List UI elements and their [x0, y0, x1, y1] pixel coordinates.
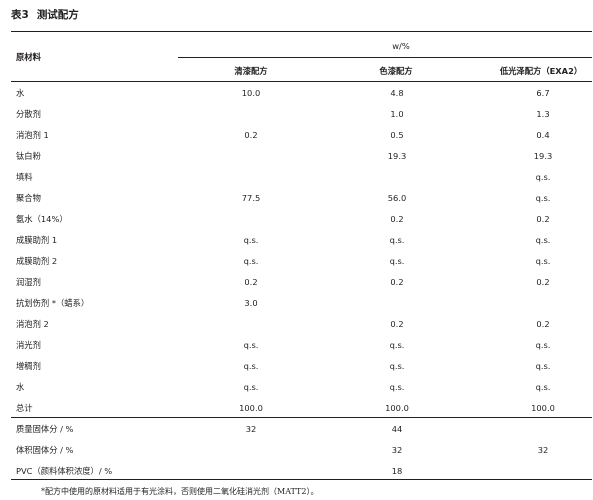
row-label: 水 — [16, 88, 25, 98]
bottom-rule — [11, 479, 592, 481]
table-cell: q.s. — [389, 235, 405, 245]
table-cell: 0.2 — [390, 214, 404, 224]
row-label: 成膜助剂 2 — [16, 256, 58, 266]
table-cell: 0.2 — [536, 277, 550, 287]
table-cell: 3.0 — [244, 298, 258, 308]
table-cell: q.s. — [535, 235, 551, 245]
table-cell: 1.3 — [536, 109, 550, 119]
row-label: PVC（颜料体积浓度）/ % — [16, 466, 113, 476]
table-cell: 100.0 — [239, 403, 263, 413]
table-cell: 0.2 — [390, 319, 404, 329]
table-cell: q.s. — [243, 256, 259, 266]
row-label: 分散剂 — [16, 109, 41, 119]
row-label: 氨水（14%） — [16, 214, 68, 224]
unit-underline — [178, 57, 592, 58]
table-cell: 0.2 — [244, 130, 258, 140]
table-cell: q.s. — [535, 256, 551, 266]
table-cell: q.s. — [389, 361, 405, 371]
table-cell: 18 — [391, 466, 403, 476]
table-cell: 32 — [245, 424, 257, 434]
row-label: 填料 — [16, 172, 33, 182]
table-cell: 6.7 — [536, 88, 550, 98]
table-cell: 100.0 — [531, 403, 555, 413]
row-label: 润湿剂 — [16, 277, 41, 287]
table-cell: 77.5 — [241, 193, 261, 203]
table-cell: q.s. — [243, 361, 259, 371]
row-label: 体积固体分 / % — [16, 445, 74, 455]
table-cell: q.s. — [389, 256, 405, 266]
row-label: 质量固体分 / % — [16, 424, 74, 434]
header-column-clear: 清漆配方 — [234, 66, 268, 76]
header-material: 原材料 — [16, 52, 41, 62]
table-cell: 0.4 — [536, 130, 550, 140]
table-cell: 44 — [391, 424, 403, 434]
table-cell: 4.8 — [390, 88, 404, 98]
table-cell: q.s. — [535, 361, 551, 371]
header-unit: w/% — [392, 41, 410, 51]
row-label: 成膜助剂 1 — [16, 235, 58, 245]
header-column-low-gloss: 低光泽配方（EXA2） — [499, 66, 583, 76]
footnote: *配方中使用的原材料适用于有光涂料，否则使用二氧化硅消光剂（MATT2）。 — [41, 487, 319, 496]
table-cell: 32 — [537, 445, 549, 455]
table-cell: 19.3 — [387, 151, 407, 161]
table-cell: 10.0 — [241, 88, 261, 98]
row-label: 总计 — [16, 403, 33, 413]
table-cell: 100.0 — [385, 403, 409, 413]
table-number: 表3 — [11, 9, 29, 21]
table-cell: q.s. — [243, 235, 259, 245]
header-column-pigmented: 色漆配方 — [379, 66, 413, 76]
table-cell: q.s. — [389, 382, 405, 392]
table-cell: 19.3 — [533, 151, 553, 161]
table-cell: 56.0 — [387, 193, 407, 203]
table-cell: q.s. — [535, 193, 551, 203]
row-label: 水 — [16, 382, 25, 392]
table-cell: q.s. — [535, 172, 551, 182]
total-rule — [11, 417, 592, 418]
table-cell: 0.2 — [536, 319, 550, 329]
table-cell: 0.2 — [536, 214, 550, 224]
table-cell: 0.2 — [390, 277, 404, 287]
row-label: 增稠剂 — [16, 361, 41, 371]
table-cell: 0.5 — [390, 130, 404, 140]
row-label: 钛白粉 — [16, 151, 41, 161]
row-label: 聚合物 — [16, 193, 41, 203]
table-cell: q.s. — [243, 382, 259, 392]
row-label: 消光剂 — [16, 340, 41, 350]
table-cell: 1.0 — [390, 109, 404, 119]
table-cell: q.s. — [389, 340, 405, 350]
table-cell: q.s. — [243, 340, 259, 350]
table-title: 测试配方 — [36, 9, 79, 21]
table-cell: q.s. — [535, 340, 551, 350]
table-cell: 0.2 — [244, 277, 258, 287]
row-label: 消泡剂 1 — [16, 130, 49, 140]
row-label: 消泡剂 2 — [16, 319, 49, 329]
table-cell: 32 — [391, 445, 403, 455]
header-bottom-rule — [11, 81, 592, 82]
row-label: 抗划伤剂 *（蜡系） — [16, 298, 90, 308]
top-rule — [11, 31, 592, 33]
table-caption: 表3 测试配方 — [11, 6, 79, 24]
table-cell: q.s. — [535, 382, 551, 392]
